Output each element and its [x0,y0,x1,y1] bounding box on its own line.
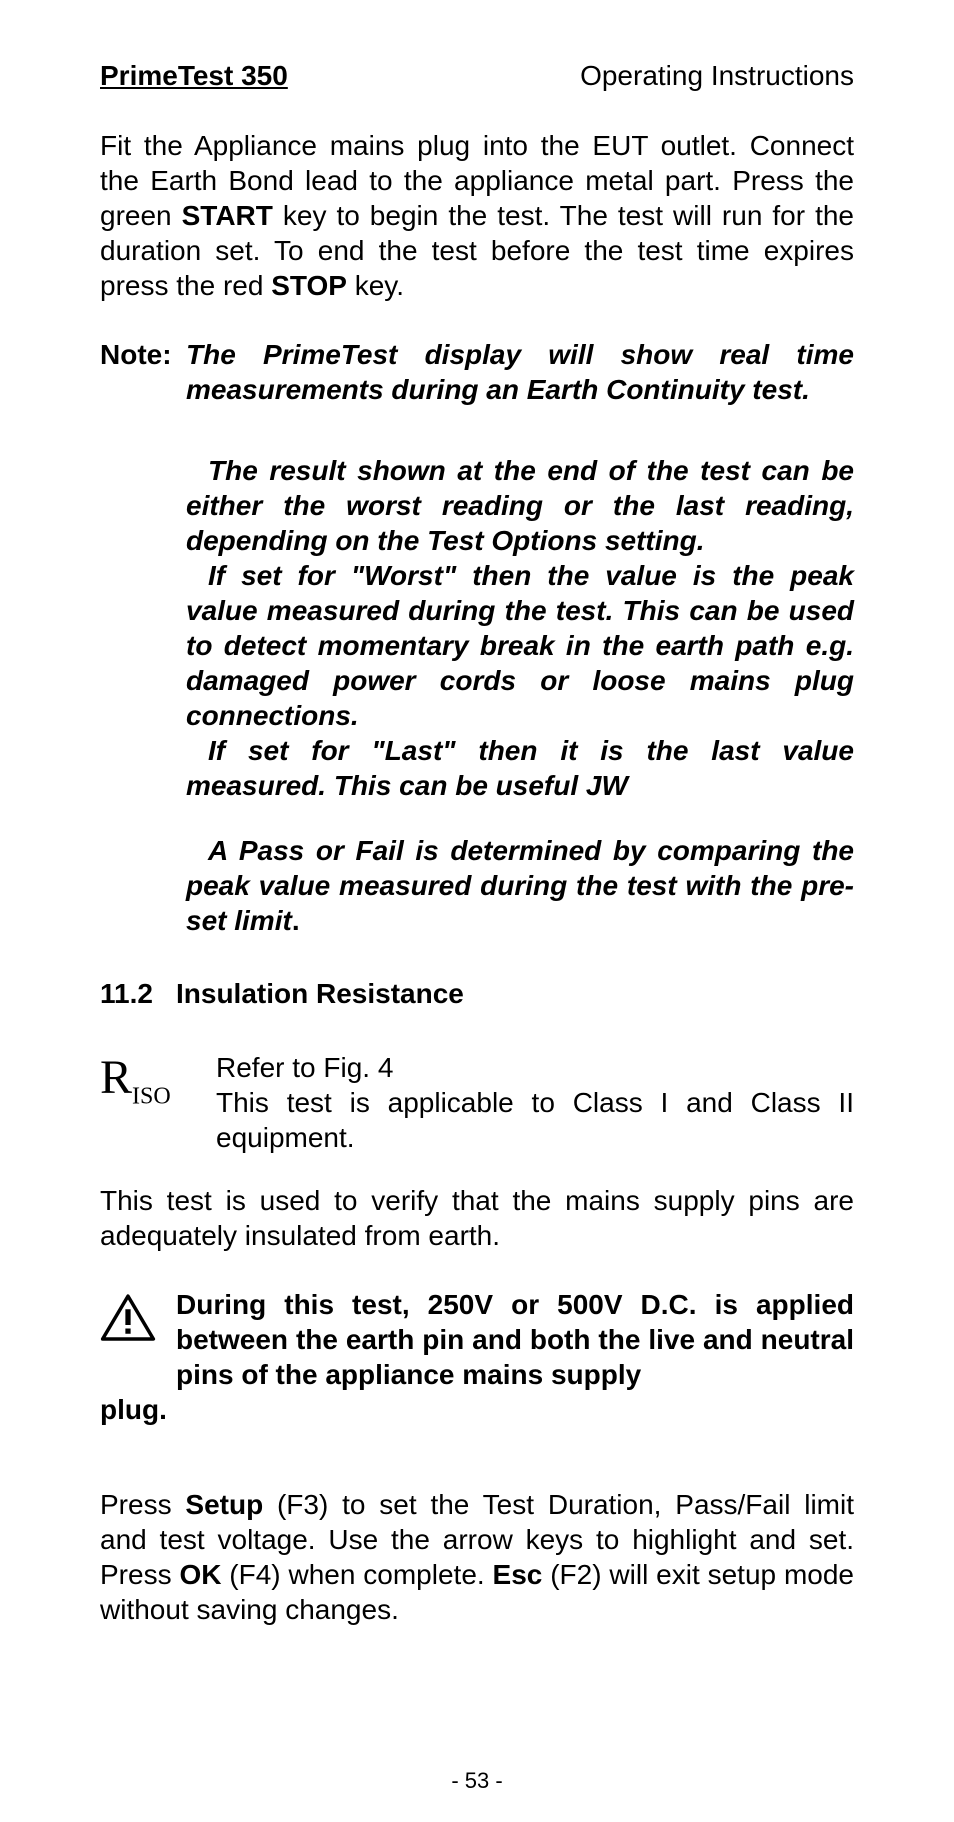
header-doc-title: Operating Instructions [580,60,854,92]
setup-key-label: Setup [185,1489,263,1520]
note-body-1: The PrimeTest display will show real tim… [186,337,854,407]
stop-key-label: STOP [271,270,347,301]
esc-key-label: Esc [493,1559,543,1590]
note-row: Note: The PrimeTest display will show re… [100,337,854,407]
note-label: Note: [100,337,186,407]
note-body-5: A Pass or Fail is determined by comparin… [186,833,854,938]
warning-text: During this test, 250V or 500V D.C. is a… [176,1287,854,1392]
warning-tail: plug. [100,1392,854,1427]
text: . [292,905,300,936]
riso-line2: This test is applicable to Class I and C… [216,1087,854,1153]
warning-block: During this test, 250V or 500V D.C. is a… [100,1287,854,1392]
text: key. [347,270,404,301]
section-heading: 11.2 Insulation Resistance [100,978,854,1010]
page-number: - 53 - [0,1768,954,1794]
text: Press [100,1489,185,1520]
note-body-2: The result shown at the end of the test … [186,453,854,558]
ok-key-label: OK [179,1559,221,1590]
warning-icon [100,1287,176,1392]
riso-block: RISO Refer to Fig. 4 This test is applic… [100,1050,854,1155]
page: PrimeTest 350 Operating Instructions Fit… [0,0,954,1822]
insulation-paragraph: This test is used to verify that the mai… [100,1183,854,1253]
start-key-label: START [182,200,273,231]
text: (F4) when complete. [221,1559,492,1590]
text: A Pass or Fail is determined by comparin… [186,835,854,936]
riso-r: R [100,1051,132,1104]
note-body-3: If set for "Worst" then the value is the… [186,558,854,733]
setup-paragraph: Press Setup (F3) to set the Test Duratio… [100,1487,854,1627]
header-product: PrimeTest 350 [100,60,478,92]
riso-text: Refer to Fig. 4 This test is applicable … [216,1050,854,1155]
section-number: 11.2 [100,978,176,1010]
page-header: PrimeTest 350 Operating Instructions [100,60,854,92]
intro-paragraph: Fit the Appliance mains plug into the EU… [100,128,854,303]
riso-icon: RISO [100,1050,216,1155]
note-body-4: If set for "Last" then it is the last va… [186,733,854,803]
riso-line1: Refer to Fig. 4 [216,1052,393,1083]
section-title: Insulation Resistance [176,978,464,1010]
riso-sub: ISO [132,1084,171,1110]
